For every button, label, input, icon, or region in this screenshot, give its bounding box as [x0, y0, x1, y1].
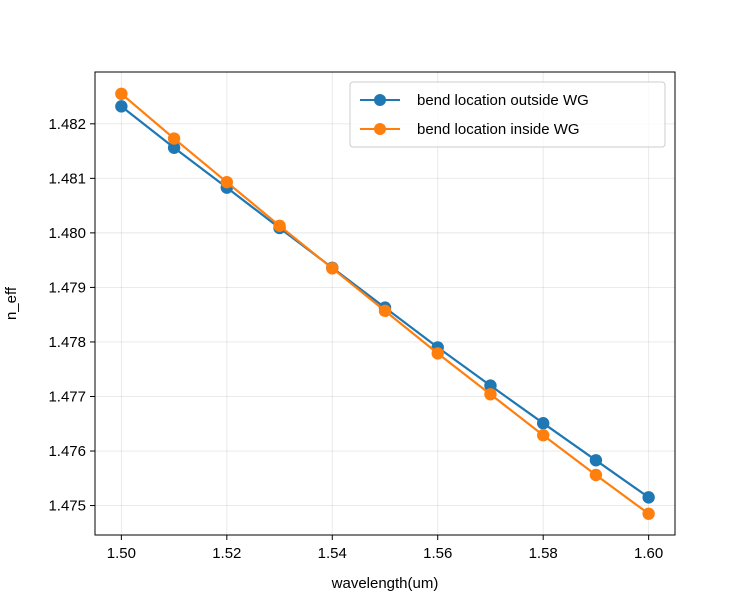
data-point: [484, 379, 497, 392]
y-tick-label: 1.478: [48, 334, 86, 351]
y-tick-label: 1.482: [48, 116, 86, 133]
y-tick-label: 1.477: [48, 388, 86, 405]
x-tick-label: 1.50: [107, 545, 136, 562]
legend: bend location outside WG bend location i…: [349, 81, 666, 148]
data-point: [431, 347, 444, 360]
y-tick-label: 1.479: [48, 279, 86, 296]
x-axis-label: wavelength(um): [331, 575, 439, 592]
legend-marker-outside: [374, 94, 386, 106]
data-point: [589, 468, 603, 482]
legend-marker-inside: [374, 123, 386, 135]
series-1: [115, 87, 655, 520]
y-axis-label: n_eff: [3, 286, 20, 320]
data-point: [589, 454, 603, 467]
axis-ticks: 1.50 1.52 1.54 1.56 1.58 1.60 1.475 1.476 1.477 1…: [48, 116, 663, 562]
x-tick-label: 1.58: [529, 545, 558, 562]
data-point: [273, 219, 286, 232]
data-point: [115, 100, 128, 113]
series-0: [115, 100, 655, 504]
legend-label-outside: bend location outside WG: [417, 92, 589, 109]
y-tick-label: 1.480: [48, 225, 86, 242]
y-tick-label: 1.481: [48, 170, 86, 187]
data-point: [326, 262, 339, 275]
data-point: [378, 304, 392, 318]
data-point: [167, 132, 181, 145]
x-tick-label: 1.60: [634, 545, 663, 562]
legend-entry-inside: bend location inside WG: [360, 121, 580, 138]
y-tick-label: 1.476: [48, 443, 86, 460]
data-point: [642, 491, 655, 504]
series-layer: [115, 87, 655, 520]
data-point: [536, 429, 550, 442]
data-point: [115, 87, 128, 101]
legend-label-inside: bend location inside WG: [417, 121, 580, 138]
plot-frame: [94, 71, 676, 536]
legend-entry-outside: bend location outside WG: [360, 92, 589, 109]
y-tick-label: 1.475: [48, 498, 86, 515]
data-point: [536, 417, 550, 430]
x-tick-label: 1.52: [212, 545, 241, 562]
data-point: [484, 388, 497, 401]
legend-box: [349, 81, 666, 148]
data-point: [167, 141, 181, 155]
data-point: [642, 507, 655, 520]
data-point: [220, 175, 234, 189]
x-tick-label: 1.56: [423, 545, 452, 562]
x-tick-label: 1.54: [318, 545, 347, 562]
